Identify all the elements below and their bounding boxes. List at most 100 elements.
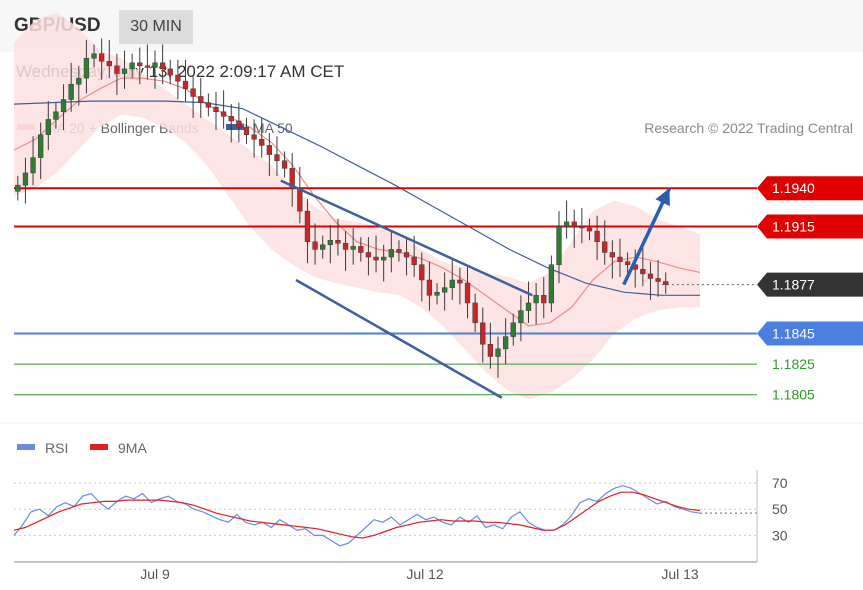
price-tag-1-1877 (757, 272, 863, 297)
candle-body (281, 160, 288, 169)
price-label-1-1825: 1.1825 (772, 356, 815, 372)
candle-body (228, 116, 234, 122)
candle-body (213, 106, 219, 113)
channel-upper-line (280, 179, 533, 297)
candle-body (525, 302, 532, 311)
channel-lower-line (295, 278, 503, 399)
candle-body (297, 187, 303, 212)
legend-swatch-rsi (17, 444, 35, 450)
candle-body (373, 256, 379, 261)
projection-arrow-shaft (622, 187, 672, 286)
candle-body (144, 65, 151, 68)
candle-body (45, 119, 51, 135)
candle-body (518, 310, 524, 324)
candle-body (266, 145, 272, 155)
candle-body (624, 261, 631, 265)
candle-body (289, 168, 295, 189)
candle-body (152, 62, 158, 68)
candle-body (99, 53, 105, 62)
candle-body (220, 111, 227, 117)
candle-body (609, 252, 615, 258)
candle-body (602, 241, 608, 253)
candle-body (114, 65, 120, 74)
candle-body (548, 264, 555, 304)
ma50-line (13, 100, 700, 296)
candle-body (350, 246, 356, 250)
candle-body (571, 221, 577, 227)
legend-label-ma50: MA 50 (253, 120, 293, 136)
candle-body (243, 126, 250, 135)
candle-body (502, 336, 509, 350)
candle-body (388, 249, 394, 258)
candle-body (579, 226, 585, 229)
x-tick-jul12: Jul 12 (406, 566, 444, 582)
candle-body (182, 80, 189, 90)
candle-body (495, 348, 501, 357)
candle-body (68, 83, 74, 100)
candle-body (53, 111, 59, 120)
candle-body (83, 57, 90, 79)
candle-body (38, 134, 44, 158)
price-label-1-1845: 1.1845 (772, 326, 815, 342)
candle-body (137, 62, 143, 67)
candle-body (320, 244, 326, 250)
price-tag-1-1845 (757, 321, 863, 346)
candle-body (121, 68, 128, 74)
candle-body (342, 243, 349, 250)
rsi-line (13, 485, 701, 547)
candle-body (464, 282, 471, 304)
candle-body (175, 74, 181, 82)
candle-body (365, 252, 372, 258)
rsi-tick-50: 50 (772, 501, 788, 517)
candle-body (434, 291, 440, 296)
candle-body (236, 120, 242, 128)
candle-body (159, 62, 166, 70)
price-label-1-1915: 1.1915 (772, 218, 815, 234)
candle-body (487, 343, 494, 357)
candle-body (76, 77, 82, 85)
candle-body (586, 227, 593, 232)
candle-body (312, 241, 318, 250)
candle-body (594, 230, 600, 243)
candle-body (442, 287, 448, 293)
legend-swatch-rsi-ma (90, 444, 108, 450)
x-tick-jul13: Jul 13 (661, 566, 699, 582)
candle-body (304, 210, 311, 243)
candle-body (251, 134, 257, 140)
candle-body (396, 249, 402, 253)
candle-body (198, 96, 204, 103)
candle-body (533, 295, 539, 304)
price-tag-1-1940 (757, 176, 863, 201)
candle-body (335, 239, 341, 244)
candle-body (91, 53, 97, 59)
candle-body (457, 279, 463, 284)
candle-body (449, 279, 455, 288)
candle-body (15, 184, 21, 192)
candle-body (640, 269, 646, 275)
timeframe-badge[interactable]: 30 MIN (119, 10, 193, 44)
candle-body (403, 252, 410, 258)
candle-body (480, 322, 486, 345)
candle-body (556, 226, 562, 265)
legend-swatch-ma50 (226, 124, 244, 130)
price-label-1-1940: 1.1940 (772, 180, 815, 196)
price-label-1-1805: 1.1805 (772, 387, 815, 403)
candle-body (22, 172, 29, 186)
candle-body (106, 61, 112, 67)
x-tick-jul9: Jul 9 (140, 566, 170, 582)
candle-body (655, 278, 661, 282)
candle-body (541, 295, 547, 304)
rsi-tick-70: 70 (772, 475, 788, 491)
legend-label-rsi: RSI (45, 440, 68, 456)
candle-body (647, 273, 654, 279)
candle-body (30, 157, 36, 174)
candle-body (259, 139, 265, 146)
candle-body (510, 322, 516, 337)
price-tag-1-1915 (757, 214, 863, 239)
candle-body (327, 239, 333, 246)
candle-body (274, 154, 280, 161)
candle-body (381, 256, 387, 261)
candle-body (190, 88, 196, 97)
ma20-line (13, 77, 701, 327)
